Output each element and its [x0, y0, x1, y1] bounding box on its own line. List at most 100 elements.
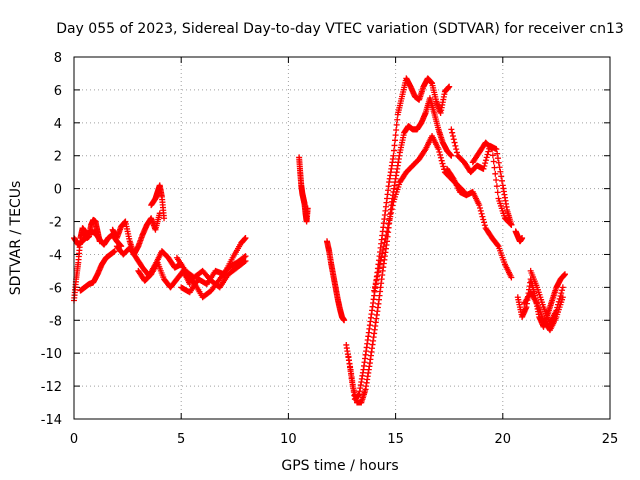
- data-point-marker: [378, 254, 385, 261]
- data-point-marker: [507, 221, 514, 228]
- data-point-marker: [386, 217, 393, 224]
- data-point-marker: [492, 170, 499, 177]
- data-point-marker: [495, 159, 502, 166]
- data-point-marker: [483, 154, 490, 161]
- y-tick-label: 2: [54, 150, 62, 165]
- axis-ticks: 0 5 10 15 20 25 -14 -12 -10 -8 -6 -4 -2 0 2 4 6 8: [41, 51, 619, 447]
- data-point-marker: [477, 207, 484, 214]
- data-point-marker: [379, 250, 386, 257]
- data-point-marker: [555, 298, 562, 305]
- y-tick-label: -2: [49, 216, 62, 231]
- y-tick-label: 6: [54, 84, 62, 99]
- series-seg-4b: [148, 182, 168, 222]
- data-point-marker: [389, 202, 396, 209]
- data-point-marker: [494, 155, 501, 162]
- data-point-marker: [494, 189, 501, 196]
- data-point-marker: [477, 204, 484, 211]
- data-point: [377, 258, 384, 265]
- data-point-marker: [493, 176, 500, 183]
- data-point-marker: [440, 163, 447, 170]
- data-point: [476, 202, 483, 209]
- data-point-marker: [481, 163, 488, 170]
- data-point-marker: [485, 148, 492, 155]
- data-point: [446, 83, 453, 90]
- data-point: [435, 146, 442, 153]
- series-seg-8: [296, 154, 311, 225]
- data-point-marker: [393, 121, 400, 128]
- data-point-marker: [241, 258, 248, 265]
- data-point-marker: [385, 221, 392, 228]
- data-point-marker: [493, 183, 500, 190]
- data-point-marker: [393, 127, 400, 134]
- data-point-marker: [383, 232, 390, 239]
- plot-frame: [73, 56, 611, 420]
- x-axis-label: GPS time / hours: [281, 458, 398, 474]
- y-tick-label: -10: [41, 347, 62, 362]
- series-seg-11: [345, 95, 455, 406]
- data-point: [371, 287, 378, 294]
- data-point: [519, 235, 526, 241]
- data-point-marker: [481, 219, 488, 226]
- data-point-marker: [488, 145, 495, 152]
- data-point-marker: [453, 149, 460, 156]
- data-point-marker: [438, 157, 445, 164]
- grid-lines: [74, 57, 610, 419]
- y-tick-label: -14: [41, 413, 62, 428]
- data-point-marker: [452, 142, 459, 149]
- data-point-marker: [491, 164, 498, 171]
- data-point-marker: [489, 152, 496, 159]
- data-point-marker: [559, 287, 566, 294]
- data-point: [304, 205, 311, 212]
- data-point-marker: [482, 157, 489, 164]
- data-point-marker: [484, 151, 491, 158]
- y-tick-label: -8: [49, 314, 62, 329]
- data-point-marker: [494, 150, 501, 157]
- data-point-marker: [371, 283, 378, 290]
- chart-title: Day 055 of 2023, Sidereal Day-to-day VTE…: [56, 21, 624, 37]
- data-point-marker: [437, 154, 444, 161]
- y-tick-label: -4: [49, 248, 62, 263]
- data-point: [480, 165, 487, 172]
- data-point: [448, 126, 455, 133]
- data-point: [559, 284, 566, 291]
- y-tick-label: -12: [41, 380, 62, 395]
- data-point-marker: [556, 295, 563, 302]
- data-point-marker: [558, 290, 565, 297]
- data-point-marker: [373, 276, 380, 283]
- series-seg-6: [182, 253, 249, 301]
- data-point: [508, 274, 515, 281]
- y-tick-label: 4: [54, 117, 62, 132]
- data-point-marker: [453, 146, 460, 153]
- data-point-marker: [381, 239, 388, 246]
- data-point-marker: [390, 147, 397, 154]
- data-point-marker: [387, 213, 394, 220]
- series-seg-2: [109, 210, 163, 258]
- data-point-marker: [374, 272, 381, 279]
- data-point: [161, 215, 168, 222]
- data-point-marker: [498, 173, 505, 180]
- data-point-marker: [557, 293, 564, 300]
- series-seg-early-1: [71, 216, 103, 304]
- series-seg-10: [343, 75, 453, 403]
- data-point: [242, 258, 249, 265]
- x-tick-label: 25: [602, 432, 619, 447]
- data-point-marker: [380, 246, 387, 253]
- data-point-marker: [490, 158, 497, 165]
- data-point-marker: [372, 280, 379, 287]
- y-axis-label: SDTVAR / TECUs: [8, 181, 24, 296]
- data-point-marker: [554, 304, 561, 311]
- data-point-marker: [450, 136, 457, 143]
- data-point-marker: [449, 132, 456, 139]
- data-point: [448, 152, 455, 159]
- x-tick-label: 0: [70, 432, 78, 447]
- data-point-marker: [392, 132, 399, 139]
- data-point-marker: [382, 235, 389, 242]
- data-point-marker: [437, 151, 444, 158]
- data-point-marker: [498, 177, 505, 184]
- data-point-marker: [375, 269, 382, 276]
- data-point-marker: [451, 139, 458, 146]
- series-seg-early-3: [77, 248, 118, 294]
- series-seg-7: [173, 254, 249, 291]
- data-point-marker: [480, 216, 487, 223]
